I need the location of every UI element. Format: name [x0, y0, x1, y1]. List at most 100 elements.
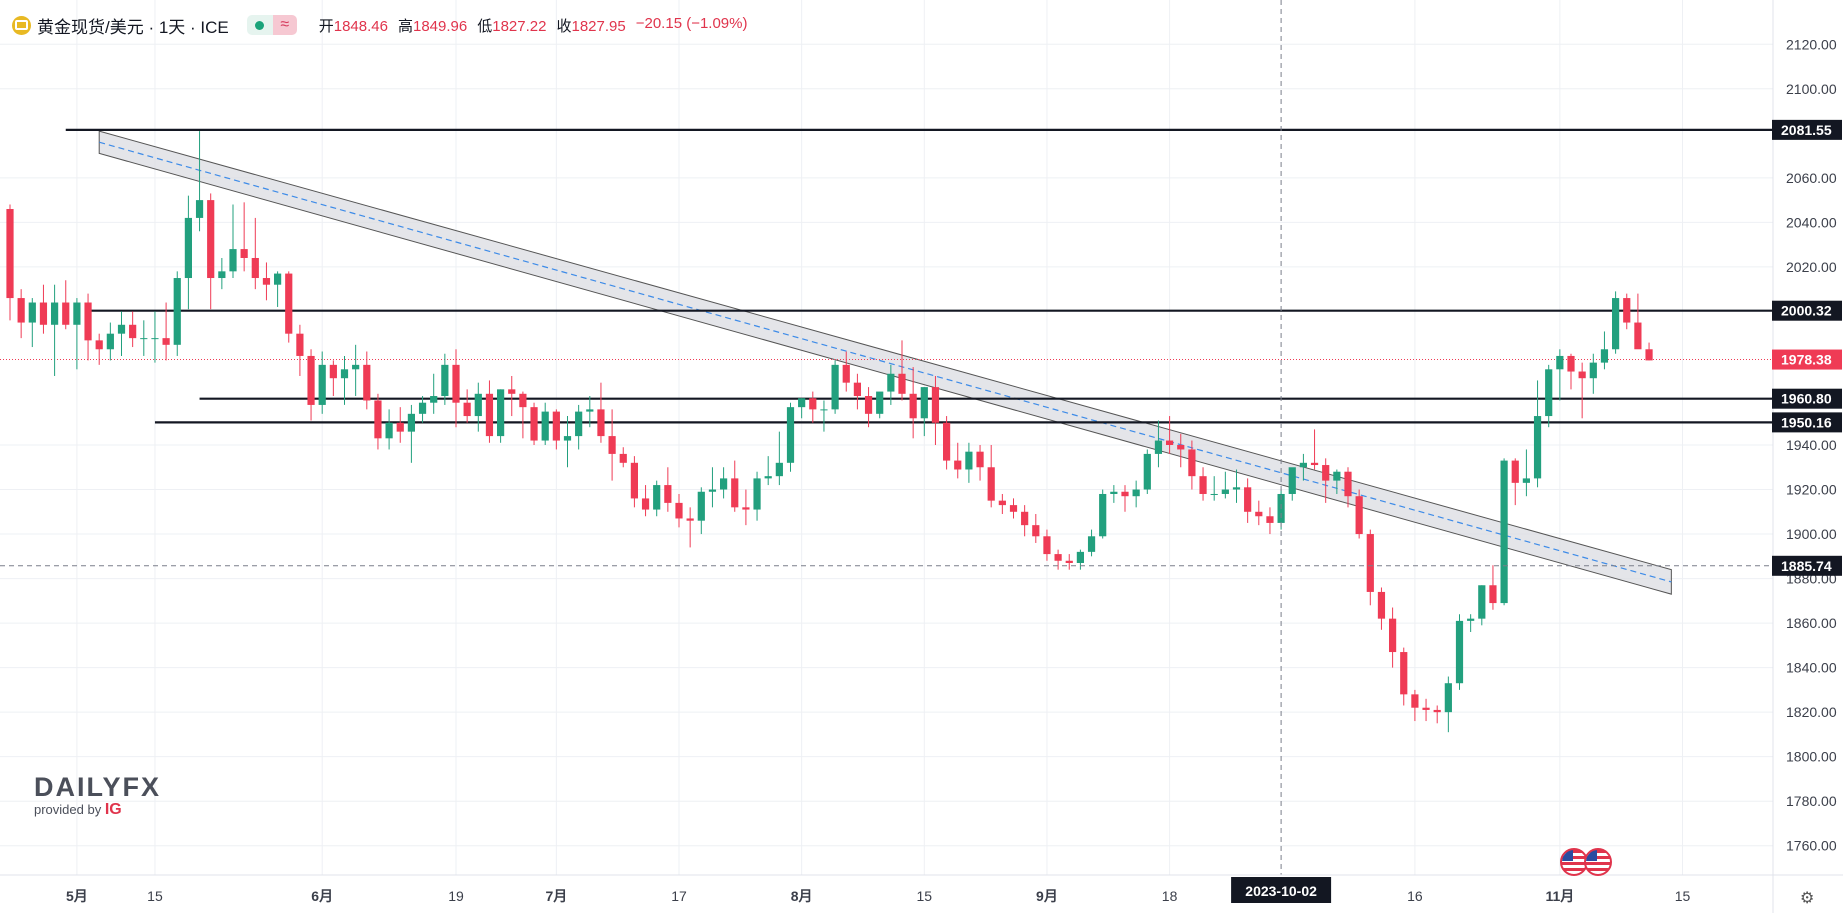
candle — [1377, 587, 1386, 630]
candle-body — [251, 257, 259, 279]
candle-body — [1232, 487, 1241, 490]
candle-body — [396, 422, 404, 432]
candle-body — [363, 364, 371, 401]
candle — [1522, 449, 1530, 497]
candle-body — [1009, 505, 1018, 512]
candle — [463, 389, 471, 423]
candle — [296, 324, 304, 376]
approx-icon[interactable]: ≈ — [272, 15, 297, 35]
candle — [764, 456, 772, 486]
candle-body — [1400, 652, 1408, 695]
candle — [207, 193, 215, 310]
candle — [1511, 458, 1519, 506]
open-value: 1848.46 — [333, 17, 388, 35]
candle-body — [1266, 516, 1274, 523]
candle-body — [831, 364, 839, 410]
x-tick-label: 18 — [1162, 888, 1178, 904]
status-pills[interactable]: ≈ — [246, 15, 297, 35]
candle-body — [508, 389, 516, 394]
low-value: 1827.22 — [492, 17, 547, 35]
candle-body — [742, 507, 750, 510]
candle-body — [1333, 471, 1341, 481]
candle-body — [820, 409, 828, 411]
time-axis[interactable]: 175月156月197月178月159月181611月15⚙ — [0, 874, 1843, 907]
candle-body — [853, 382, 861, 397]
candle-body — [73, 302, 81, 325]
candle — [307, 349, 315, 421]
price-axis[interactable]: 1760.00 1780.00 1800.00 1820.00 1840.00 1860.… — [1772, 0, 1837, 913]
candle — [1255, 500, 1263, 526]
candle — [731, 460, 739, 512]
candle — [809, 391, 817, 423]
candle-body — [1522, 478, 1530, 483]
market-status-dot-icon[interactable] — [246, 15, 273, 35]
candle — [1344, 467, 1352, 508]
candle-body — [229, 249, 237, 272]
candle-body — [474, 393, 482, 417]
chart-grid — [0, 0, 1773, 875]
candle — [1400, 647, 1408, 706]
ohlc-readout: 开1848.46 高1849.96 低1827.22 收1827.95 −20.… — [319, 15, 748, 36]
candle-body — [586, 409, 594, 412]
candle — [17, 289, 25, 339]
candle-body — [1065, 560, 1073, 563]
candle — [140, 320, 148, 356]
candle — [28, 298, 36, 348]
candle-body — [6, 209, 14, 299]
open-label: 开 — [318, 17, 334, 35]
trend-channel-band[interactable] — [98, 130, 1672, 595]
candle-body — [1511, 460, 1519, 483]
candle — [1188, 440, 1196, 490]
horizontal-levels[interactable] — [0, 128, 1773, 424]
candle — [318, 351, 326, 414]
y-tick-label: 1820.00 — [1786, 704, 1837, 720]
symbol-title[interactable]: 黄金现货/美元 · 1天 · ICE — [37, 17, 229, 37]
candle — [1411, 689, 1419, 722]
y-tick-label: 1940.00 — [1786, 437, 1837, 453]
economic-events[interactable] — [1560, 848, 1612, 876]
candle-body — [909, 393, 917, 419]
candle-body — [931, 387, 940, 423]
candle — [508, 375, 516, 417]
trend-channel[interactable] — [98, 130, 1672, 595]
candle-body — [1032, 525, 1040, 537]
candle-body — [519, 393, 527, 408]
candle-body — [842, 364, 850, 383]
settings-gear-icon[interactable]: ⚙ — [1800, 888, 1814, 907]
candle-body — [1411, 694, 1419, 708]
candle-body — [976, 451, 984, 468]
candle-body — [764, 476, 772, 479]
candle-body — [1154, 440, 1163, 454]
candle-body — [630, 462, 638, 499]
candle — [1177, 433, 1185, 468]
us-flag-icon[interactable] — [1584, 848, 1612, 876]
candle-body — [140, 338, 148, 340]
candle-body — [809, 398, 817, 410]
candle — [1076, 549, 1084, 570]
candle — [530, 402, 538, 445]
candle-body — [653, 485, 661, 510]
candle-body — [1310, 462, 1319, 466]
candle-body — [641, 498, 650, 510]
candle-body — [1377, 591, 1386, 619]
candle — [497, 389, 505, 443]
candle — [943, 416, 951, 470]
candle-body — [563, 436, 572, 441]
candle-body — [441, 364, 449, 397]
candle-body — [385, 422, 393, 439]
x-tick-label: 8月 — [791, 888, 813, 904]
candle-body — [51, 302, 59, 325]
candle — [1009, 498, 1018, 519]
candle-body — [943, 422, 951, 461]
candle — [485, 380, 494, 443]
candle-body — [1578, 371, 1586, 379]
candle — [931, 375, 940, 445]
close-value: 1827.95 — [571, 17, 626, 35]
last-price-tag: 1978.38 — [1781, 352, 1832, 368]
y-tick-label: 1800.00 — [1786, 749, 1837, 765]
candle — [720, 467, 728, 499]
candle — [798, 398, 806, 419]
us-flag-icon[interactable] — [1560, 848, 1588, 876]
candle-body — [1623, 298, 1631, 323]
